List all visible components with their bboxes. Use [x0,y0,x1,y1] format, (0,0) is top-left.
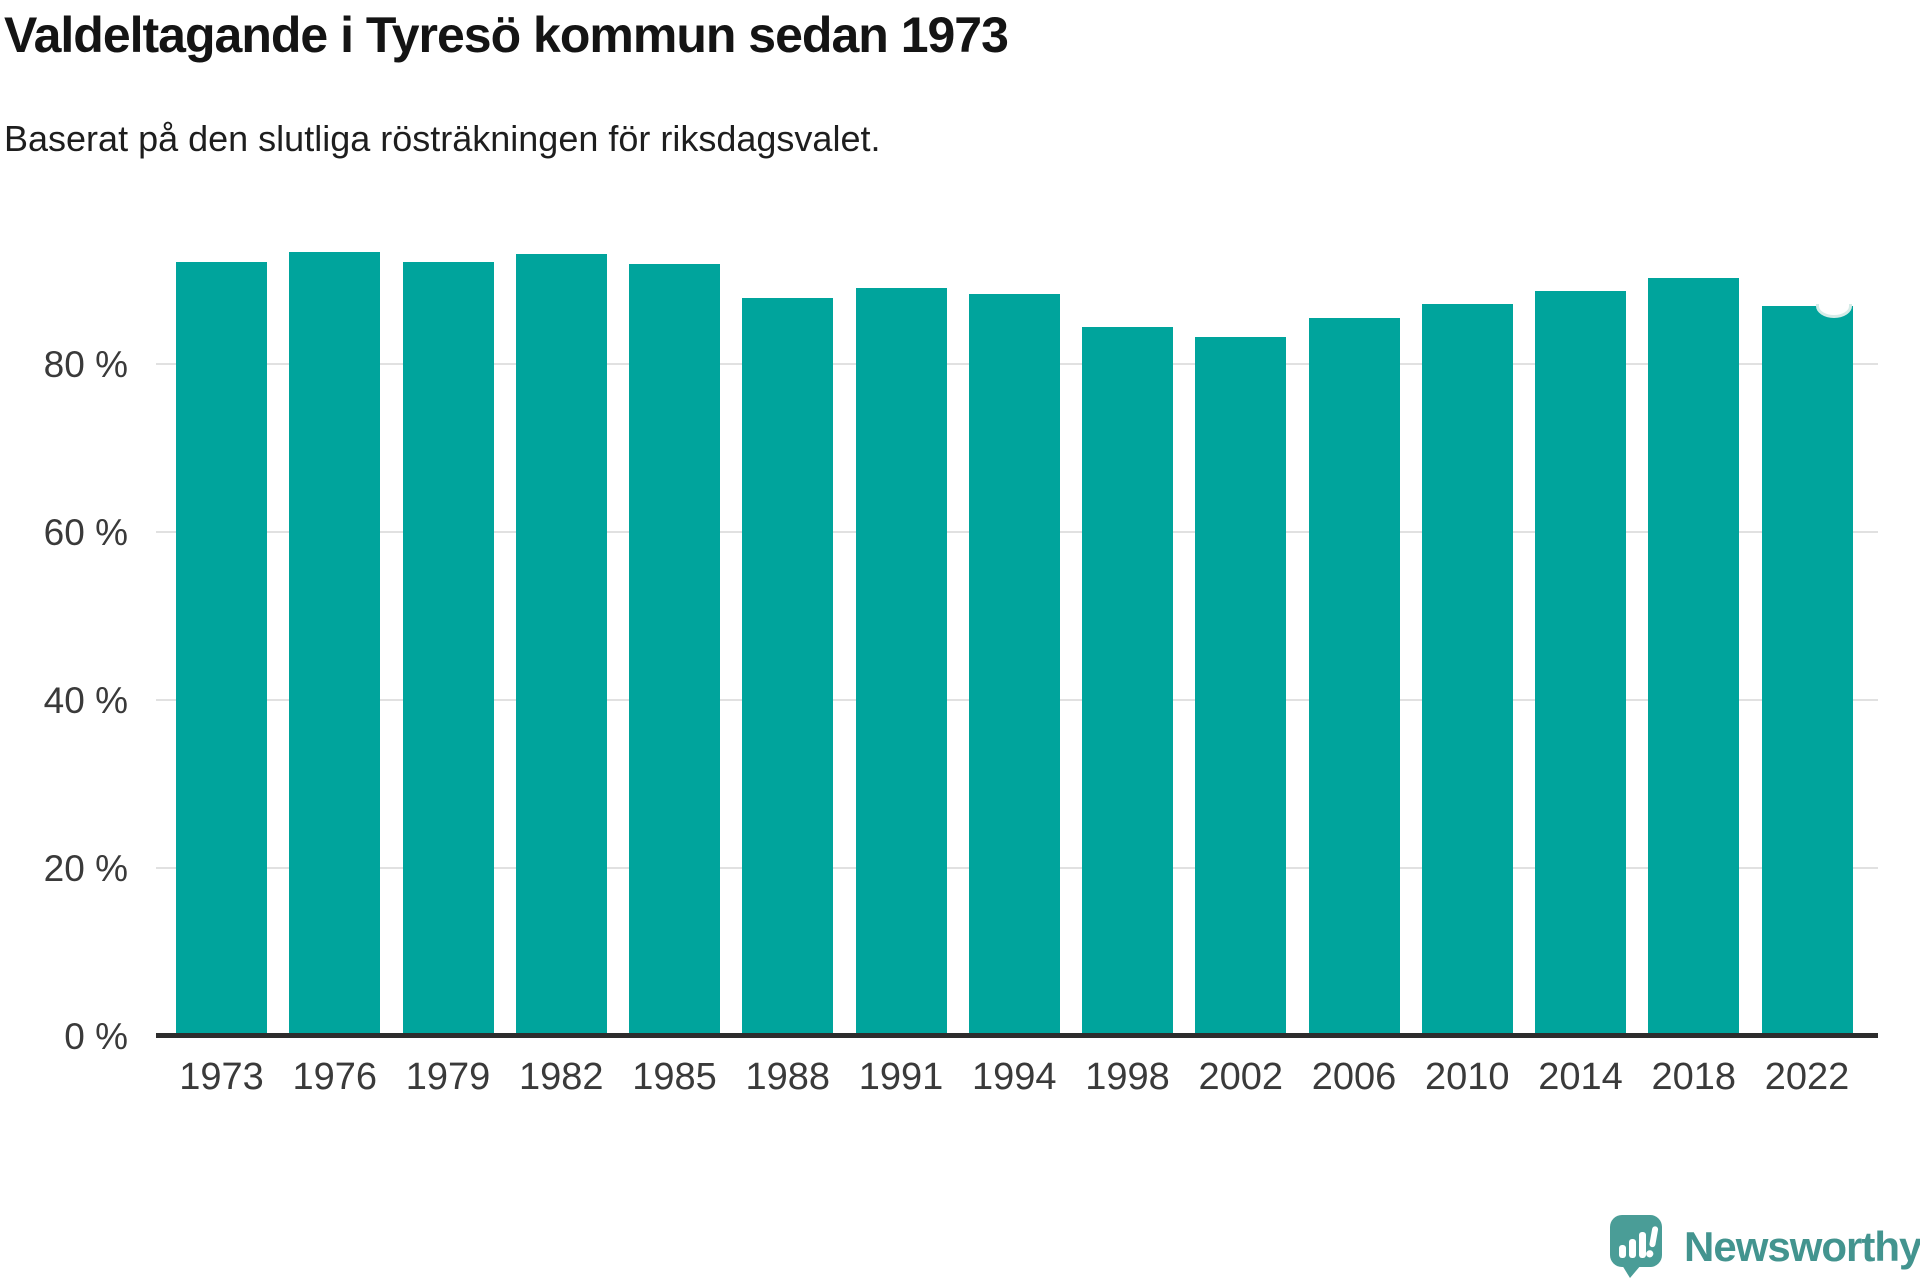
bar-1979 [402,261,494,1036]
bar-1985 [629,264,720,1036]
x-axis-label-1985: 1985 [632,1056,717,1098]
x-axis-label-2018: 2018 [1651,1056,1737,1098]
newsworthy-logo-icon [1610,1215,1662,1278]
x-axis-label-1976: 1976 [292,1056,378,1098]
x-axis-label-1982: 1982 [518,1056,604,1098]
x-axis-label-2014: 2014 [1538,1056,1623,1098]
bar-2018 [1648,278,1740,1036]
x-axis-label-1988: 1988 [745,1056,831,1098]
newsworthy-wordmark: Newsworthy [1684,1223,1920,1270]
bar-2006 [1308,317,1400,1036]
bar-2014 [1535,290,1626,1036]
x-axis-label-2002: 2002 [1198,1056,1284,1098]
y-axis-tick-label: 60 % [43,512,128,553]
y-axis-tick-label: 20 % [43,848,128,889]
bar-2002 [1195,337,1287,1036]
bar-1982 [515,253,607,1036]
latest-value-notch [1815,304,1852,319]
y-axis-tick-label: 80 % [43,344,128,385]
x-axis-label-2022: 2022 [1764,1056,1850,1098]
x-axis-label-1979: 1979 [405,1056,491,1098]
x-axis-label-1991: 1991 [858,1056,944,1098]
newsworthy-branding: Newsworthy [1610,1215,1920,1281]
x-axis-label-1994: 1994 [971,1056,1057,1098]
x-axis-line [156,1033,1878,1038]
bar-1991 [855,288,947,1036]
x-axis-label-1973: 1973 [179,1056,264,1098]
bar-1998 [1082,327,1173,1036]
chart-subtitle: Baserat på den slutliga rösträkningen fö… [4,118,881,159]
bar-1988 [742,297,834,1036]
bar-1994 [968,294,1060,1036]
y-axis-tick-label: 40 % [43,680,128,721]
x-axis-label-1998: 1998 [1085,1056,1170,1098]
bar-1976 [289,252,381,1036]
bar-1973 [176,262,267,1036]
x-axis-label-2010: 2010 [1424,1056,1510,1098]
x-axis-label-2006: 2006 [1311,1056,1397,1098]
chart-title: Valdeltagande i Tyresö kommun sedan 1973 [4,7,1009,63]
y-axis-tick-label: 0 % [64,1016,128,1057]
bar-2010 [1421,304,1513,1036]
bar-2022 [1761,304,1853,1036]
